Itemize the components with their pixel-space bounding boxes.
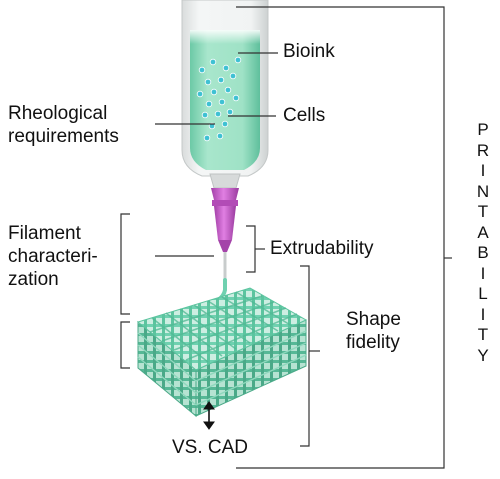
- label-rheological-line1: Rheological: [8, 103, 108, 124]
- label-shape-fidelity-line2: fidelity: [346, 332, 400, 353]
- shape-fidelity-bracket: [300, 265, 310, 447]
- filament-bracket-bottom: [120, 321, 130, 369]
- syringe: [181, 0, 269, 189]
- label-filament-line3: zation: [8, 269, 59, 290]
- label-shape-fidelity: Shape fidelity: [346, 308, 401, 354]
- label-cells: Cells: [283, 105, 326, 126]
- label-filament-line1: Filament: [8, 223, 81, 244]
- printability-letter: P: [477, 120, 489, 139]
- printability-letter: I: [480, 263, 486, 283]
- label-shape-fidelity-line1: Shape: [346, 309, 401, 330]
- printability-letter: I: [480, 304, 486, 324]
- printability-bracket: [236, 6, 445, 469]
- label-filament: Filament characteri- zation: [8, 222, 98, 291]
- printability-letter: R: [476, 140, 490, 160]
- double-vertical-arrow-icon: [203, 401, 215, 430]
- printability-letter: B: [477, 243, 489, 262]
- printability-letter: I: [480, 161, 486, 180]
- label-vs-cad: VS. CAD: [172, 437, 249, 458]
- printability-letter: T: [477, 202, 489, 221]
- annotation-lines: [120, 6, 452, 469]
- cells-group: [196, 56, 242, 142]
- label-rheological: Rheological requirements: [8, 102, 119, 148]
- extrudability-bracket: [246, 225, 256, 273]
- printability-letter: T: [477, 325, 489, 344]
- printability-letter: L: [478, 284, 488, 303]
- label-filament-line2: characteri-: [8, 246, 98, 267]
- label-bioink: Bioink: [283, 41, 335, 62]
- label-rheological-line2: requirements: [8, 126, 119, 147]
- needle: [211, 188, 239, 280]
- printability-letter: A: [477, 222, 489, 242]
- printability-letter: Y: [477, 345, 489, 365]
- printability-letter: N: [476, 181, 490, 201]
- scaffold: [136, 287, 308, 418]
- filament-bracket-top: [120, 213, 130, 315]
- label-extrudability: Extrudability: [270, 238, 374, 259]
- bioink-fill: [190, 30, 260, 170]
